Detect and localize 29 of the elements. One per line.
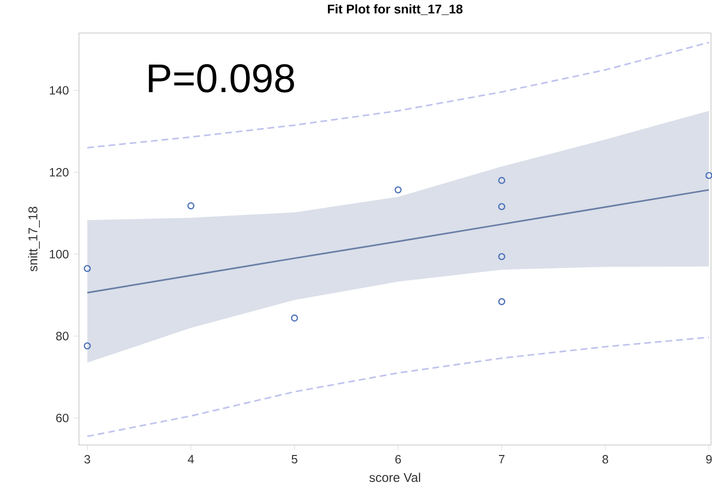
point [84, 342, 91, 350]
point [498, 176, 506, 184]
x-tick-label: 8 [602, 455, 608, 464]
point [498, 253, 506, 260]
y-axis-title: snitt_17_18 [28, 206, 40, 272]
x-axis-title: score Val [369, 472, 420, 482]
line-series [86, 189, 710, 294]
line-series [86, 336, 710, 438]
x-tick-label: 4 [188, 455, 194, 464]
x-tick-label: 9 [706, 455, 712, 464]
y-tick-label: 100 [50, 250, 68, 258]
point [394, 186, 402, 194]
point [84, 264, 91, 272]
x-tick-label: 3 [84, 455, 90, 464]
line-series [86, 42, 710, 148]
chart-title: Fit Plot for snitt_17_18 [328, 4, 463, 15]
x-tick-label: 7 [498, 455, 504, 464]
point [498, 203, 506, 210]
point [290, 314, 298, 322]
y-tick-label: 60 [56, 414, 68, 422]
x-tick-label: 5 [292, 455, 298, 464]
point [187, 202, 194, 210]
y-tick-label: 140 [50, 86, 68, 95]
point [705, 172, 712, 180]
y-tick-label: 120 [50, 168, 68, 176]
point [498, 298, 506, 306]
x-tick-label: 6 [395, 455, 401, 464]
annotation: P=0.098 [148, 64, 294, 92]
y-tick-label: 80 [56, 332, 68, 340]
